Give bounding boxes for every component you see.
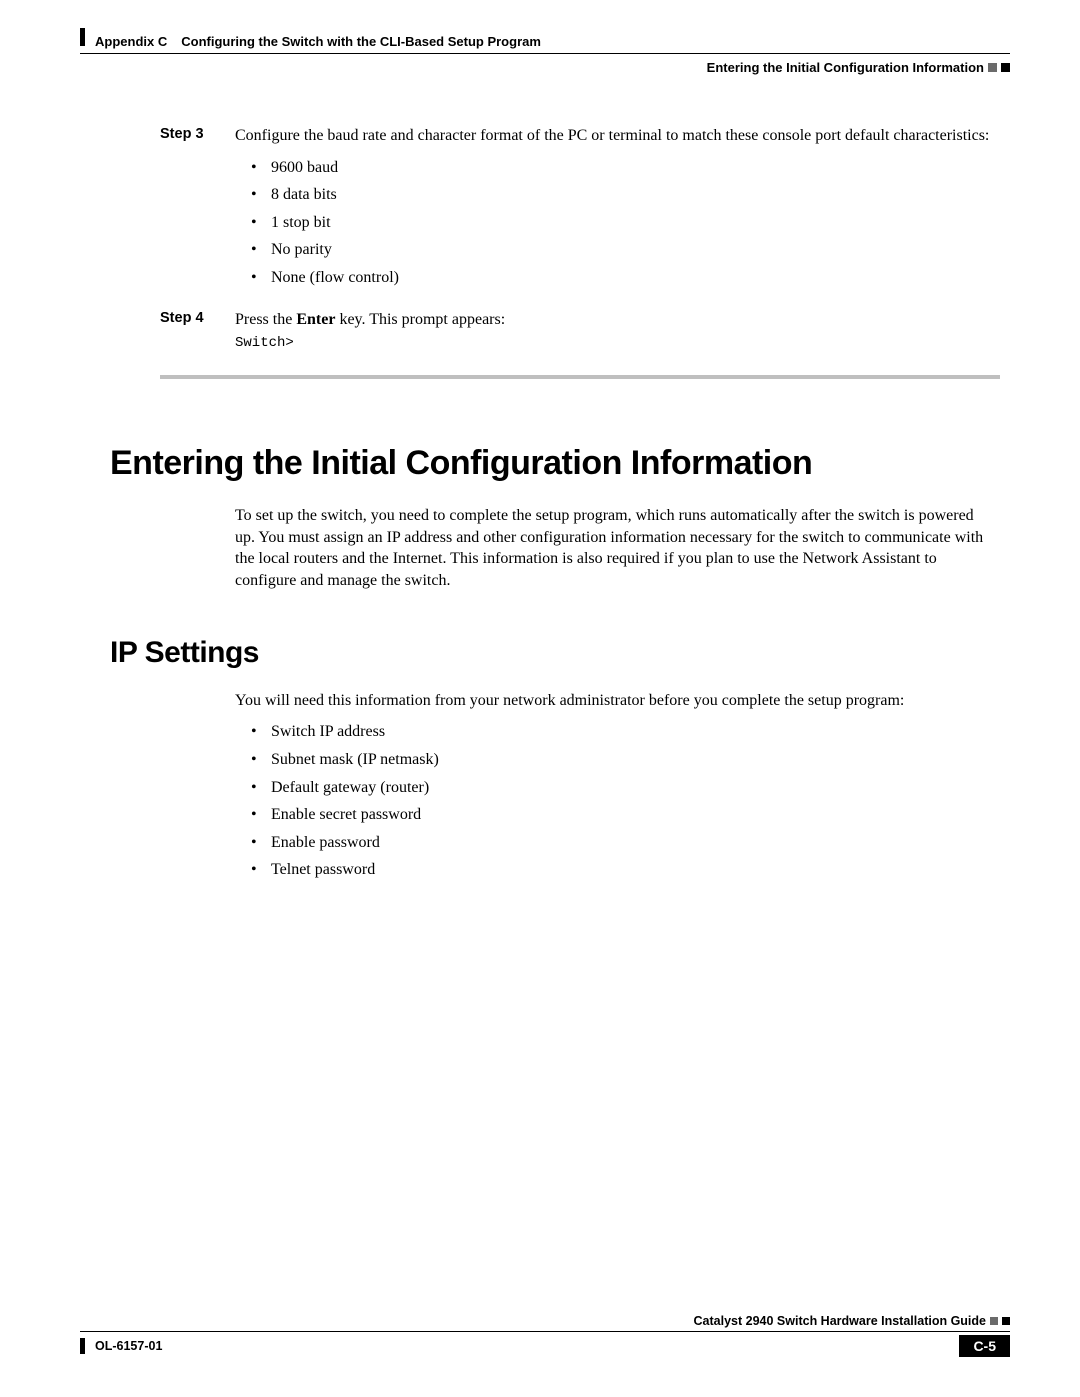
list-item: Subnet mask (IP netmask) — [235, 749, 1010, 771]
list-item: Enable password — [235, 832, 1010, 854]
list-item: Switch IP address — [235, 721, 1010, 743]
para-initial-config: To set up the switch, you need to comple… — [235, 505, 1010, 591]
step-4-suffix: key. This prompt appears: — [335, 311, 505, 328]
header-rule — [80, 53, 1010, 54]
doc-id: OL-6157-01 — [95, 1339, 162, 1353]
content-area: Step 3 Configure the baud rate and chara… — [80, 125, 1010, 881]
para-ip-settings: You will need this information from your… — [235, 690, 1010, 712]
step-4-label: Step 4 — [160, 309, 235, 353]
step-4-prefix: Press the — [235, 311, 296, 328]
page-number-box: C-5 — [959, 1335, 1010, 1357]
heading-ip-settings: IP Settings — [110, 633, 1010, 674]
list-item: No parity — [235, 239, 990, 261]
step-4-bold: Enter — [296, 311, 335, 328]
square-dark-icon — [1001, 63, 1010, 72]
header-bar-icon — [80, 28, 85, 46]
switch-prompt: Switch> — [235, 334, 990, 353]
square-dark-icon — [1002, 1317, 1010, 1325]
page-container: Appendix C Configuring the Switch with t… — [0, 0, 1080, 1397]
list-item: None (flow control) — [235, 267, 990, 289]
step-3-text: Configure the baud rate and character fo… — [235, 125, 990, 147]
footer-bar-icon — [80, 1338, 85, 1354]
chapter-title: Configuring the Switch with the CLI-Base… — [181, 34, 541, 49]
step-3-body: Configure the baud rate and character fo… — [235, 125, 1010, 295]
list-item: Telnet password — [235, 859, 1010, 881]
heading-initial-config: Entering the Initial Configuration Infor… — [110, 441, 1010, 487]
page-header: Appendix C Configuring the Switch with t… — [80, 28, 1010, 75]
header-top-line: Appendix C Configuring the Switch with t… — [80, 28, 1010, 49]
header-section-row: Entering the Initial Configuration Infor… — [80, 60, 1010, 75]
footer-guide-title: Catalyst 2940 Switch Hardware Installati… — [694, 1314, 986, 1328]
step-3-list: 9600 baud 8 data bits 1 stop bit No pari… — [235, 157, 990, 289]
square-grey-icon — [988, 63, 997, 72]
footer-bottom-row: OL-6157-01 C-5 — [80, 1335, 1010, 1357]
list-item: Enable secret password — [235, 804, 1010, 826]
footer-guide-row: Catalyst 2940 Switch Hardware Installati… — [80, 1314, 1010, 1328]
section-title: Entering the Initial Configuration Infor… — [707, 60, 984, 75]
ip-settings-list: Switch IP address Subnet mask (IP netmas… — [235, 721, 1010, 881]
appendix-label: Appendix C — [95, 34, 167, 49]
list-item: 8 data bits — [235, 184, 990, 206]
list-item: 9600 baud — [235, 157, 990, 179]
step-4-block: Step 4 Press the Enter key. This prompt … — [80, 309, 1010, 353]
list-item: 1 stop bit — [235, 212, 990, 234]
footer-rule — [80, 1331, 1010, 1332]
page-footer: Catalyst 2940 Switch Hardware Installati… — [80, 1314, 1010, 1357]
step-4-text: Press the Enter key. This prompt appears… — [235, 309, 990, 331]
step-3-block: Step 3 Configure the baud rate and chara… — [80, 125, 1010, 295]
step-3-label: Step 3 — [160, 125, 235, 295]
section-divider — [160, 375, 1000, 379]
doc-id-block: OL-6157-01 — [80, 1338, 162, 1354]
list-item: Default gateway (router) — [235, 777, 1010, 799]
square-grey-icon — [990, 1317, 998, 1325]
step-4-body: Press the Enter key. This prompt appears… — [235, 309, 1010, 353]
